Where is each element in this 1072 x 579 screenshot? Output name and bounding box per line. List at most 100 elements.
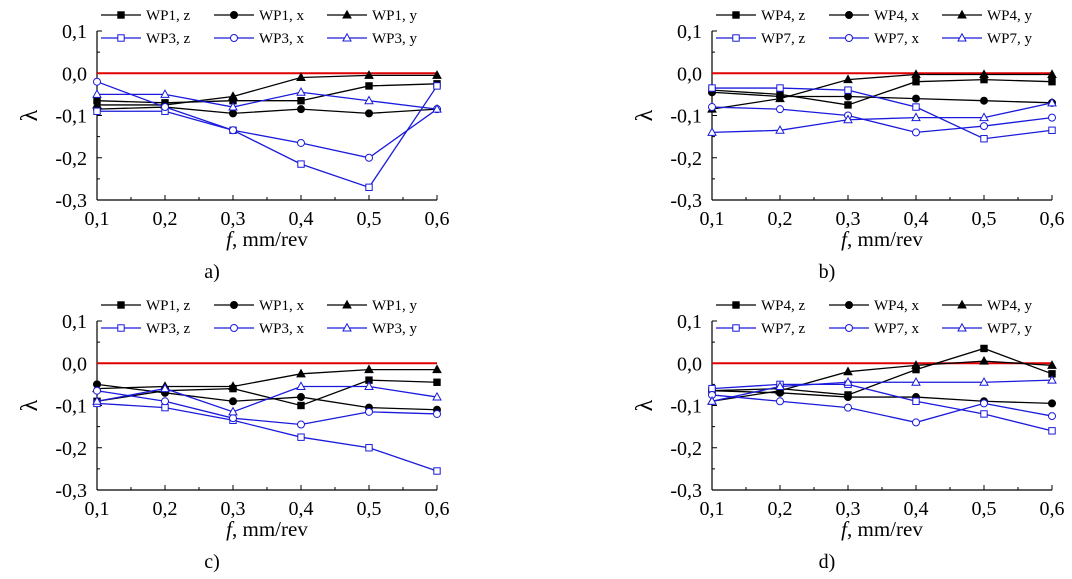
legend: WP4, z WP4, x WP4, y WP7, z WP7, x WP7, y [716,298,1033,337]
data-point [364,381,374,390]
data-point [708,103,716,112]
data-point [432,391,442,401]
legend-marker [845,301,853,309]
series-line [711,383,1053,432]
y-tick-label: 0,0 [677,63,702,85]
legend-marker [845,34,853,42]
x-tick-label: 0,4 [904,208,929,230]
data-point [297,105,305,114]
x-tick-label: 0,4 [289,208,314,230]
series-line [97,74,437,106]
legend-marker [342,322,352,332]
y-tick-label: -0,1 [55,106,87,128]
series-line [96,379,438,407]
x-tick-label: 0,4 [289,498,314,520]
data-point [228,91,238,100]
legend-marker [957,322,967,332]
legend-label: WP3, x [259,321,305,337]
data-point [92,89,102,98]
data-point [844,393,852,402]
data-point [776,84,784,92]
legend-marker [117,11,125,19]
panel-label: b) [819,261,836,283]
data-point [365,444,373,452]
chart-panel: 0,10,0-0,1-0,2-0,30,1 0,2 0,3 0,4 0,5 0,6f, m… [17,8,450,283]
y-tick-label: -0,2 [55,148,87,170]
series-line [711,106,1053,134]
legend-label: WP3, z [146,321,191,337]
legend-label: WP7, y [987,321,1033,337]
data-point [843,114,853,124]
data-point [911,69,921,79]
x-axis-title: f, mm/rev [841,517,923,541]
legend-label: WP3, x [259,31,305,47]
data-point [776,397,784,406]
y-axis-title: λ [17,109,43,121]
series-line [711,102,1053,134]
data-point [707,396,717,405]
y-tick-label: -0,1 [55,396,87,418]
data-point [979,355,989,365]
legend-marker [732,324,740,332]
series-line [711,360,1053,402]
series-line [711,379,1053,402]
data-point [980,344,988,353]
x-tick-label: 0,1 [700,498,725,520]
y-tick-label: 0,1 [677,21,702,43]
legend-marker [230,324,238,332]
x-tick-label: 0,3 [221,208,246,230]
panel-label: d) [819,551,836,573]
data-point [160,383,170,393]
x-axis-title: f, mm/rev [226,517,308,541]
series-line [711,78,1053,106]
legend-label: WP4, y [987,298,1033,314]
data-point [365,82,373,90]
x-axis-title-unit: , mm/rev [232,517,308,541]
panel-label: c) [204,551,220,573]
data-point [229,109,237,118]
x-axis-title: f, mm/rev [841,227,923,251]
legend-label: WP1, z [146,298,191,314]
data-point [365,407,373,416]
legend-label: WP4, z [761,8,806,24]
legend-label: WP7, x [874,321,920,337]
data-point [979,377,989,386]
y-tick-label: 0,0 [677,353,702,375]
data-point [297,393,305,402]
series-line [96,81,438,159]
data-point [912,418,920,427]
legend-marker [957,9,967,19]
data-point [364,70,374,79]
x-tick-label: 0,4 [904,498,929,520]
x-tick-label: 0,2 [768,208,793,230]
data-point [1047,360,1057,369]
y-tick-label: 0,0 [62,353,87,375]
data-point [228,381,238,390]
legend-label: WP3, z [146,31,191,47]
x-tick-label: 0,1 [85,498,110,520]
data-point [297,401,305,410]
data-point [297,138,305,147]
data-point [1048,113,1056,122]
data-point [432,70,442,79]
y-tick-label: -0,2 [55,438,87,460]
data-point [296,87,306,96]
legend-marker [342,32,352,42]
data-point [843,74,853,84]
legend-marker [230,301,238,309]
data-point [432,103,442,113]
legend-label: WP3, y [372,31,418,47]
series-line [711,347,1053,396]
x-tick-label: 0,5 [972,498,997,520]
legend-marker [957,299,967,309]
data-point [1048,78,1056,86]
data-point [844,101,852,109]
x-tick-label: 0,3 [221,498,246,520]
y-axis-title: λ [632,399,658,411]
y-tick-label: 0,0 [62,63,87,85]
data-point [432,364,442,374]
legend-label: WP7, x [874,31,920,47]
data-point [1048,412,1056,421]
x-tick-label: 0,3 [836,498,861,520]
